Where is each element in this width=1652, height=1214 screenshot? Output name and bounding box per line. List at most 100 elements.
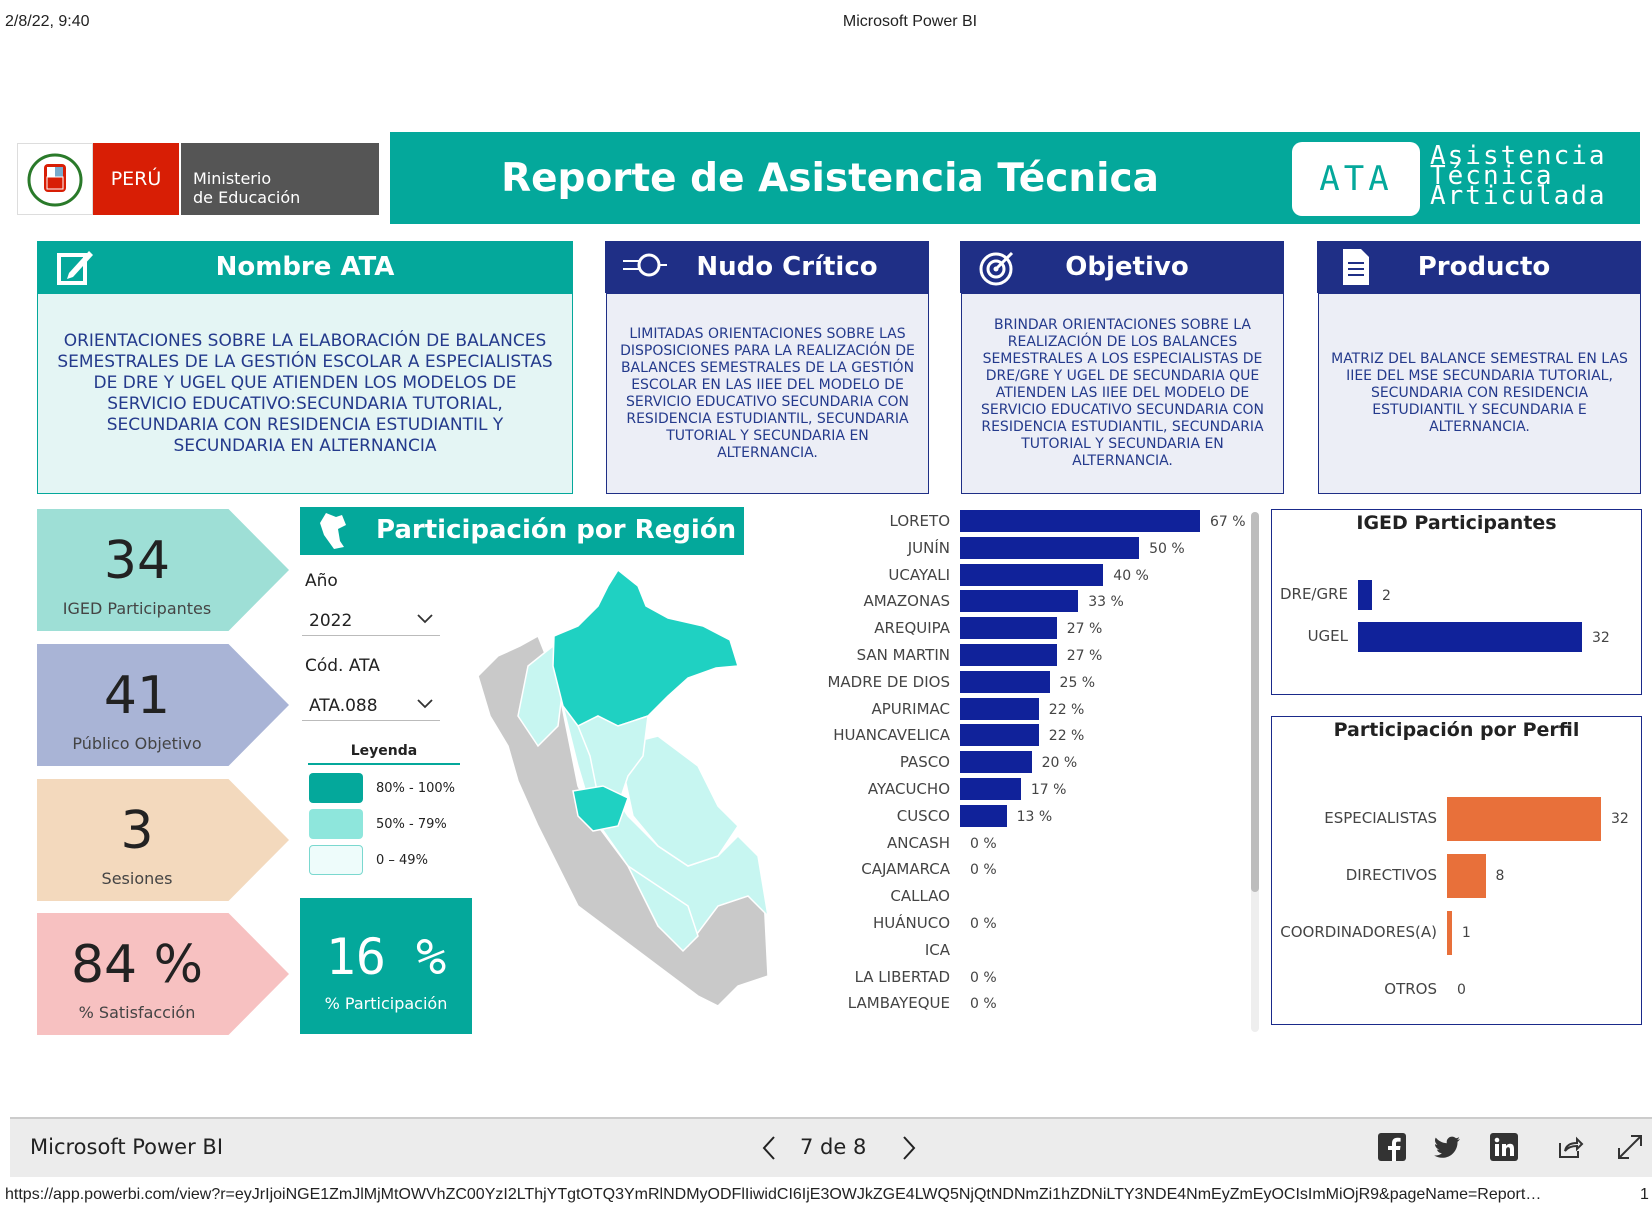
card-producto-title: Producto <box>1417 252 1551 282</box>
map-region <box>617 735 739 867</box>
card-producto-body: MATRIZ DEL BALANCE SEMESTRAL EN LAS IIEE… <box>1318 293 1641 494</box>
card-nombre-title: Nombre ATA <box>215 252 395 282</box>
twitter-share-button[interactable] <box>1434 1133 1462 1161</box>
region-bar <box>960 670 1050 693</box>
print-title: Microsoft Power BI <box>842 13 978 30</box>
legend-label-mid: 50% - 79% <box>376 817 447 832</box>
iged-bar <box>1358 580 1372 610</box>
kpi-satisfaccion: 84 % % Satisfacción <box>37 913 289 1035</box>
code-value: ATA.088 <box>309 696 378 716</box>
year-dropdown[interactable]: 2022 <box>302 603 440 636</box>
region-bar <box>960 644 1057 666</box>
perfil-bar-value: 1 <box>1461 925 1471 941</box>
region-bar-label: LORETO <box>889 512 951 530</box>
card-nombre-body: ORIENTACIONES SOBRE LA ELABORACIÓN DE BA… <box>37 293 573 494</box>
region-bar-value: 22 % <box>1048 728 1085 745</box>
node-icon <box>623 247 667 287</box>
kpi-sesiones-label: Sesiones <box>101 869 173 888</box>
chevron-down-icon <box>417 699 433 709</box>
scrollbar-thumb[interactable] <box>1251 512 1259 892</box>
region-bar-label: MADRE DE DIOS <box>827 672 950 691</box>
iged-bar-value: 32 <box>1592 630 1610 646</box>
expand-icon <box>1618 1135 1642 1159</box>
iged-bar-value: 2 <box>1382 588 1391 604</box>
region-bar-label: SAN MARTIN <box>856 646 950 664</box>
region-chart-scrollbar[interactable] <box>1251 512 1259 1032</box>
region-bar <box>960 617 1057 640</box>
perfil-bar-label: OTROS <box>1384 980 1437 998</box>
kpi-publico: 41 Público Objetivo <box>37 644 289 766</box>
share-button[interactable] <box>1556 1133 1584 1161</box>
card-nombre-text: ORIENTACIONES SOBRE LA ELABORACIÓN DE BA… <box>57 330 553 456</box>
legend-swatch-high <box>309 773 363 803</box>
peru-label: PERÚ <box>93 143 179 215</box>
perfil-panel-title: Participación por Perfil <box>1333 719 1580 741</box>
map-region-loreto <box>552 568 739 727</box>
kpi-iged-value: 34 <box>103 531 171 591</box>
region-bar <box>960 697 1039 720</box>
fullscreen-button[interactable] <box>1616 1133 1644 1161</box>
kpi-iged-label: IGED Participantes <box>62 599 212 618</box>
region-bar-value: 0 % <box>970 835 997 852</box>
linkedin-icon <box>1490 1133 1518 1161</box>
region-bar-label: ICA <box>924 940 950 959</box>
legend-swatch-low <box>309 845 363 875</box>
region-bar-value: 0 % <box>970 916 997 932</box>
report-banner: Reporte de Asistencia Técnica ATA Asiste… <box>390 132 1640 224</box>
region-bar-label: PASCO <box>899 753 950 772</box>
iged-panel-title: IGED Participantes <box>1356 512 1557 534</box>
legend-swatch-mid <box>309 809 363 839</box>
report-title: Reporte de Asistencia Técnica <box>501 155 1159 201</box>
ata-badge: ATA <box>1292 142 1420 216</box>
region-bar-value: 40 % <box>1113 567 1149 584</box>
kpi-sesiones: 3 Sesiones <box>37 779 289 901</box>
kpi-iged: 34 IGED Participantes <box>37 509 289 631</box>
region-bar-value: 20 % <box>1041 755 1078 772</box>
code-dropdown[interactable]: ATA.088 <box>302 688 440 721</box>
perfil-bar <box>1447 854 1486 898</box>
card-nudo-text: LIMITADAS ORIENTACIONES SOBRE LAS DISPOS… <box>620 325 915 461</box>
legend-title: Leyenda <box>308 743 460 765</box>
share-icon <box>1559 1136 1584 1158</box>
region-title: Participación por Región <box>376 515 737 545</box>
map-region <box>626 863 699 953</box>
region-bar-label: AMAZONAS <box>863 592 950 611</box>
card-nombre-header: Nombre ATA <box>37 241 573 293</box>
region-bar-label: APURIMAC <box>871 699 950 718</box>
prev-page-button[interactable] <box>758 1133 782 1163</box>
perfil-panel: Participación por Perfil ESPECIALISTAS 32… <box>1271 716 1642 1025</box>
perfil-bar <box>1447 911 1452 955</box>
document-icon <box>1335 247 1375 287</box>
region-bar-value: 22 % <box>1048 701 1085 718</box>
iged-bar-chart: DRE/GRE 2 UGEL 32 <box>1272 570 1641 680</box>
perfil-bar-value: 8 <box>1495 868 1505 884</box>
page-indicator: 7 de 8 <box>800 1135 867 1159</box>
print-url: https://app.powerbi.com/view?r=eyJrIjoiN… <box>5 1186 1542 1203</box>
print-timestamp: 2/8/22, 9:40 <box>5 13 90 30</box>
iged-bar-label: DRE/GRE <box>1279 585 1348 603</box>
perfil-bar <box>1447 797 1601 841</box>
kpi-publico-label: Público Objetivo <box>72 734 202 753</box>
region-bar-label: JUNÍN <box>907 538 950 557</box>
participation-tile: 16 % % Participación <box>300 898 472 1034</box>
region-bar-value: 33 % <box>1088 594 1124 611</box>
coat-of-arms-icon <box>17 143 93 215</box>
next-page-button[interactable] <box>896 1133 920 1163</box>
perfil-bar-label: DIRECTIVOS <box>1345 866 1437 884</box>
card-nudo-header: Nudo Crítico <box>605 241 929 293</box>
region-bar <box>960 804 1007 827</box>
region-bar <box>960 724 1039 747</box>
region-bar-value: 25 % <box>1059 674 1096 691</box>
card-objetivo-body: BRINDAR ORIENTACIONES SOBRE LA REALIZACI… <box>961 293 1284 494</box>
chevron-right-icon <box>903 1136 916 1160</box>
legend-label-high: 80% - 100% <box>376 781 456 796</box>
iged-bar <box>1358 622 1582 652</box>
region-bar-chart: LORETO 67 % JUNÍN 50 % UCAYALI 40 % AMAZONAS 33… <box>780 510 1250 1020</box>
facebook-share-button[interactable] <box>1378 1133 1406 1161</box>
card-nudo-title: Nudo Crítico <box>696 252 878 282</box>
target-icon <box>978 247 1018 287</box>
region-bar-label: CUSCO <box>896 806 950 825</box>
linkedin-share-button[interactable] <box>1490 1133 1518 1161</box>
perfil-bar-label: COORDINADORES(A) <box>1280 923 1437 941</box>
iged-panel: IGED Participantes DRE/GRE 2 UGEL 32 <box>1271 509 1642 695</box>
